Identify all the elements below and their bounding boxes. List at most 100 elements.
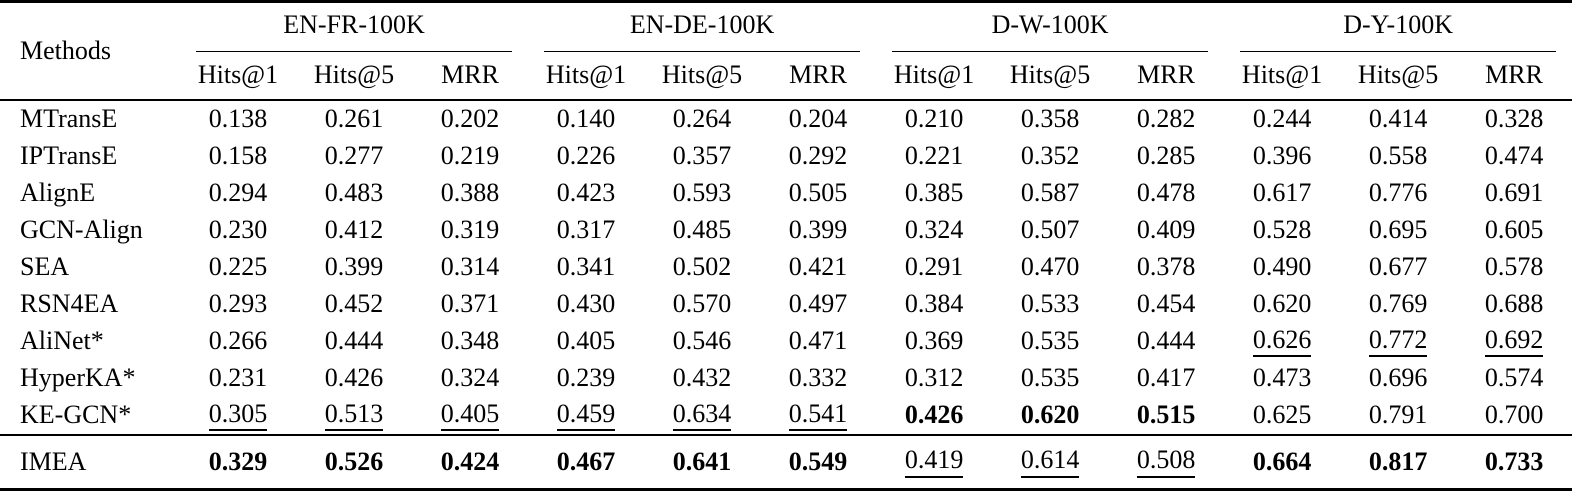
method-cell: IPTransE [20, 141, 118, 170]
metric-value: 0.266 [208, 326, 268, 355]
value-cell: 0.426 [876, 397, 992, 435]
value-cell: 0.239 [528, 360, 644, 397]
value-cell: 0.332 [760, 360, 876, 397]
value-cell: 0.261 [296, 98, 412, 138]
value-cell: 0.371 [412, 286, 528, 323]
value-cell: 0.558 [1340, 138, 1456, 175]
metric-header-row: Hits@1 Hits@5 MRR Hits@1 Hits@5 MRR Hits… [0, 52, 1572, 100]
metric-value: 0.244 [1252, 104, 1312, 133]
value-cell: 0.341 [528, 249, 644, 286]
table-row: GCN-Align 0.230 0.412 0.319 0.317 0.485 0.399 0… [0, 212, 1572, 249]
metric-value: 0.470 [1020, 252, 1080, 281]
value-cell: 0.467 [528, 433, 645, 489]
metric-value: 0.424 [440, 446, 500, 476]
value-cell: 0.219 [412, 138, 528, 175]
metric-value: 0.226 [556, 141, 616, 170]
value-cell: 0.385 [876, 175, 992, 212]
value-cell: 0.396 [1224, 138, 1340, 175]
method-cell: GCN-Align [20, 215, 143, 244]
metric-value: 0.791 [1368, 400, 1428, 429]
value-cell: 0.688 [1456, 286, 1572, 323]
group-header-d-w-100k: D-W-100K [876, 2, 1224, 52]
metric-value: 0.358 [1020, 104, 1080, 133]
table-row: AlignE 0.294 0.483 0.388 0.423 0.593 0.505 0.38… [0, 175, 1572, 212]
value-cell: 0.533 [992, 286, 1108, 323]
value-cell: 0.664 [1224, 433, 1341, 489]
metric-value: 0.485 [672, 215, 732, 244]
method-cell: MTransE [0, 98, 180, 138]
value-cell: 0.423 [528, 175, 644, 212]
method-cell: KE-GCN* [20, 400, 132, 429]
metric-value: 0.474 [1484, 141, 1544, 170]
value-cell: 0.226 [528, 138, 644, 175]
value-cell: 0.733 [1456, 433, 1572, 489]
metric-value: 0.677 [1368, 252, 1428, 281]
value-cell: 0.478 [1108, 175, 1224, 212]
metric-value: 0.605 [1484, 215, 1544, 244]
value-cell: 0.292 [760, 138, 876, 175]
metric-header: Hits@1 [893, 60, 975, 89]
metric-value: 0.221 [904, 141, 964, 170]
metric-value: 0.385 [904, 178, 964, 207]
metric-value: 0.617 [1252, 178, 1312, 207]
group-header-row: Methods EN-FR-100K EN-DE-100K D-W-100K D… [0, 2, 1572, 65]
metric-value: 0.405 [440, 400, 500, 432]
metric-value: 0.352 [1020, 141, 1080, 170]
metric-header: Hits@5 [661, 60, 743, 89]
metric-header: Hits@5 [313, 60, 395, 89]
value-cell: 0.317 [528, 212, 644, 249]
method-cell: HyperKA* [20, 363, 136, 392]
metric-header: MRR [1137, 60, 1195, 89]
metric-value: 0.490 [1252, 252, 1312, 281]
table-row: SEA 0.225 0.399 0.314 0.341 0.502 0.421 0.291 0.… [0, 249, 1572, 286]
metric-value: 0.231 [208, 363, 268, 392]
value-cell: 0.505 [760, 175, 876, 212]
table-row: KE-GCN* 0.305 0.513 0.405 0.459 0.634 0.541 0.4… [0, 397, 1572, 435]
value-cell: 0.620 [992, 397, 1108, 435]
metric-value: 0.508 [1136, 446, 1196, 478]
metric-header: Hits@1 [197, 60, 279, 89]
value-cell: 0.426 [296, 360, 412, 397]
value-cell: 0.593 [644, 175, 760, 212]
metric-value: 0.641 [672, 446, 732, 476]
metric-value: 0.305 [208, 400, 268, 432]
metric-value: 0.417 [1136, 363, 1196, 392]
metric-value: 0.328 [1484, 104, 1544, 133]
metric-header: Hits@5 [1357, 60, 1439, 89]
value-cell: 0.264 [644, 98, 761, 138]
metric-value: 0.459 [556, 400, 616, 432]
metric-value: 0.700 [1484, 400, 1544, 429]
value-cell: 0.528 [1224, 212, 1340, 249]
value-cell: 0.473 [1224, 360, 1340, 397]
group-header-label: EN-DE-100K [544, 10, 861, 52]
metric-value: 0.371 [440, 289, 500, 318]
value-cell: 0.587 [992, 175, 1108, 212]
table-row: AliNet* 0.266 0.444 0.348 0.405 0.546 0.471 0.3… [0, 323, 1572, 360]
value-cell: 0.405 [412, 397, 528, 435]
value-cell: 0.138 [180, 98, 296, 138]
metric-value: 0.314 [440, 252, 500, 281]
group-header-en-fr-100k: EN-FR-100K [180, 2, 528, 52]
metric-value: 0.264 [672, 104, 732, 133]
metric-value: 0.412 [324, 215, 384, 244]
method-cell: IMEA [0, 433, 180, 489]
value-cell: 0.535 [992, 323, 1108, 360]
metric-value: 0.692 [1484, 326, 1544, 358]
metric-header: MRR [789, 60, 847, 89]
metric-header: Hits@1 [1241, 60, 1323, 89]
metric-value: 0.620 [1020, 400, 1080, 429]
metric-value: 0.769 [1368, 289, 1428, 318]
value-cell: 0.546 [644, 323, 760, 360]
metric-value: 0.317 [556, 215, 616, 244]
value-cell: 0.424 [412, 433, 529, 489]
value-cell: 0.430 [528, 286, 644, 323]
value-cell: 0.277 [296, 138, 412, 175]
metric-header: Hits@1 [545, 60, 627, 89]
value-cell: 0.691 [1456, 175, 1572, 212]
metric-value: 0.341 [556, 252, 616, 281]
method-cell: AliNet* [20, 326, 104, 355]
value-cell: 0.459 [528, 397, 644, 435]
value-cell: 0.634 [644, 397, 760, 435]
value-cell: 0.817 [1340, 433, 1457, 489]
metric-value: 0.549 [788, 446, 848, 476]
